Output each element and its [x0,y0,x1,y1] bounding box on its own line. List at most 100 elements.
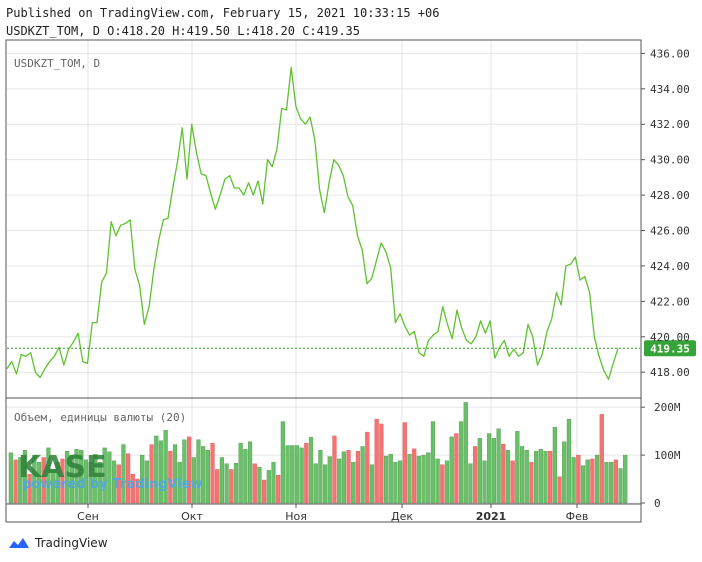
volume-bar [529,462,534,504]
volume-bar [351,462,356,504]
volume-bar [121,444,126,504]
volume-bar [313,463,318,504]
volume-bar [215,469,220,504]
volume-bar [548,451,553,504]
volume-bar [609,462,614,504]
footer-brand-text: TradingView [35,536,108,550]
volume-bar [79,450,84,504]
volume-bar [360,446,365,504]
volume-bar [435,458,440,504]
last-price-badge [644,340,696,357]
volume-bar [449,436,454,504]
volume-bar [304,442,309,504]
volume-tick-label: 200M [654,401,681,414]
time-tick-label: Ноя [285,510,307,523]
volume-bar [444,460,450,504]
time-tick-label: Фев [566,510,589,523]
volume-tick-label: 0 [654,497,661,510]
volume-bar [416,455,421,504]
volume-bar [243,449,248,504]
footer-brand[interactable]: TradingView [8,536,108,550]
volume-bar [130,474,135,504]
volume-bar [585,459,590,504]
volume-bar [458,421,464,504]
volume-bar [318,450,323,504]
volume-bar [534,451,539,504]
volume-bar [463,402,468,504]
volume-bar [613,459,618,504]
volume-tick-label: 100M [654,449,681,462]
volume-bar [332,435,337,504]
volume-bar [562,441,567,504]
volume-bar [623,454,628,504]
volume-bar [280,421,285,504]
volume-bar [496,428,501,504]
volume-bar [247,441,253,504]
volume-bar [374,418,379,504]
price-tick-label: 420.00 [650,331,690,344]
volume-bar [552,427,557,504]
volume-bar [482,460,487,504]
volume-bar [93,453,98,504]
tradingview-logo-icon [9,538,29,548]
volume-bar [487,433,492,504]
volume-bar [74,449,79,504]
volume-bar [224,463,229,504]
volume-bar [346,450,351,504]
volume-bar [365,431,370,504]
volume-bar [276,475,281,504]
volume-bar [398,460,403,504]
volume-bar [510,460,515,504]
volume-bar [421,454,426,504]
volume-bar [393,462,398,504]
volume-bar [402,422,407,504]
ohlc-header: USDKZT_TOM, D O:418.20 H:419.50 L:418.20… [6,24,361,38]
volume-bar [65,451,70,504]
volume-bar [18,457,23,504]
volume-bar [46,447,51,504]
volume-bar [599,414,604,504]
volume-bar [519,446,525,504]
volume-bar [111,460,117,504]
volume-bar [604,462,609,504]
volume-bar [144,460,149,504]
volume-bar [13,459,18,504]
volume-bar [383,455,389,504]
watermark-tagline: powered by TradingView [22,477,203,492]
volume-bar [355,451,361,504]
volume-bar [41,457,46,504]
volume-bar [285,445,290,504]
volume-bar [168,451,173,504]
volume-bar [219,457,225,504]
volume-bar [196,439,201,504]
volume-bar [501,443,506,504]
volume-bar [543,451,548,504]
volume-bar [172,444,178,504]
volume-bar [566,418,572,504]
last-price-badge-label: 419.35 [650,342,690,355]
volume-bar [51,469,56,504]
price-tick-label: 430.00 [650,154,690,167]
volume-bar [27,474,32,504]
volume-bar [107,451,112,504]
volume-bar [594,454,600,504]
price-tick-label: 428.00 [650,189,690,202]
volume-bar [524,450,529,504]
volume-bar [252,463,257,504]
volume-bar [412,448,417,504]
volume-bar [69,454,74,504]
volume-bar [299,447,304,504]
volume-bar [154,435,159,504]
volume-bar [327,456,332,504]
price-tick-label: 432.00 [650,118,690,131]
volume-bar [571,457,576,504]
volume-bar [341,451,346,504]
volume-bars [8,402,628,504]
volume-bar [205,450,210,504]
volume-bar [576,454,581,504]
volume-bar [491,438,497,504]
price-tick-label: 434.00 [650,83,690,96]
volume-bar [322,464,328,504]
volume-bar [590,458,595,504]
volume-bar [135,478,140,504]
